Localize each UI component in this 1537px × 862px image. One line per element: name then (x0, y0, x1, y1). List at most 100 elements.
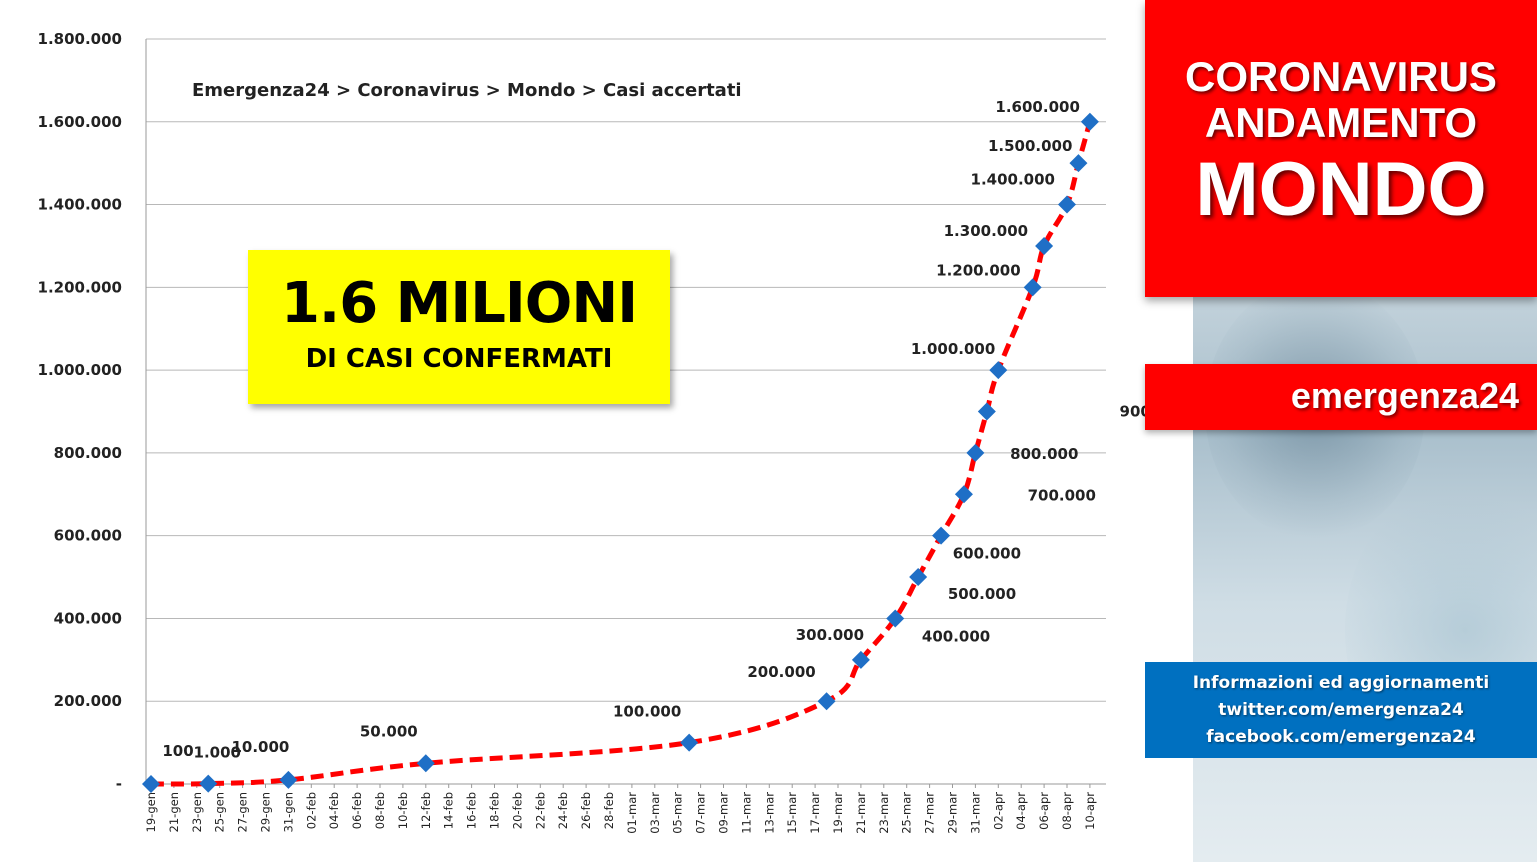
x-tick-label: 11-mar (739, 792, 753, 834)
y-tick-label: 800.000 (54, 444, 122, 462)
total-cases-callout: 1.6 MILIONI DI CASI CONFERMATI (248, 250, 670, 404)
series-markers (142, 112, 1099, 793)
y-tick-label: 1.000.000 (38, 361, 122, 379)
chart-area: - 200.000 400.000 600.000 800.000 1.000.000 1.… (37, 30, 1145, 834)
data-point-marker (199, 774, 218, 793)
grid (145, 38, 1106, 788)
x-tick-label: 17-mar (808, 792, 822, 834)
callout-headline: 1.6 MILIONI (280, 271, 638, 336)
data-label: 600.000 (953, 545, 1021, 563)
x-tick-label: 28-feb (602, 792, 616, 829)
data-label: 1.300.000 (944, 222, 1028, 240)
x-tick-label: 31-gen (281, 792, 295, 832)
data-point-marker (680, 733, 699, 752)
x-tick-label: 25-gen (213, 792, 227, 832)
x-tick-label: 05-mar (671, 792, 685, 834)
data-label: 100 (162, 742, 193, 760)
header-line-coronavirus: CORONAVIRUS (1185, 53, 1497, 100)
data-point-marker (1058, 195, 1076, 214)
y-tick-label: 1.400.000 (38, 196, 122, 214)
y-tick-label: - (116, 775, 122, 793)
info-text: Informazioni ed aggiornamenti (1192, 673, 1490, 693)
data-point-marker (279, 770, 298, 789)
y-tick-label: 200.000 (54, 692, 122, 710)
data-point-marker (817, 692, 836, 711)
data-label: 700.000 (1028, 486, 1096, 504)
data-label: 1.500.000 (988, 137, 1072, 155)
x-tick-label: 06-apr (1037, 792, 1051, 830)
data-point-marker (932, 526, 951, 545)
y-axis-ticks: - 200.000 400.000 600.000 800.000 1.000.000 1.… (38, 30, 122, 793)
data-point-marker (1035, 236, 1054, 255)
data-label: 400.000 (922, 627, 990, 645)
facebook-link[interactable]: facebook.com/emergenza24 (1206, 727, 1476, 747)
x-tick-label: 02-apr (991, 792, 1005, 830)
x-tick-label: 10-feb (396, 792, 410, 829)
data-point-marker (954, 485, 973, 504)
header-line-andamento: ANDAMENTO (1204, 99, 1478, 146)
x-tick-label: 25-mar (900, 792, 914, 834)
header-line-mondo: MONDO (1195, 147, 1487, 232)
x-tick-label: 29-mar (946, 792, 960, 834)
x-axis-ticks: 19-gen 21-gen 23-gen 25-gen 27-gen 29-gen 31-g… (144, 792, 1097, 834)
x-tick-label: 07-mar (694, 792, 708, 834)
x-tick-label: 26-feb (579, 792, 593, 829)
x-tick-label: 01-mar (625, 792, 639, 834)
data-label: 1.600.000 (995, 98, 1079, 116)
x-tick-label: 04-feb (327, 792, 341, 829)
x-tick-label: 29-gen (259, 792, 273, 832)
data-point-marker (977, 402, 996, 421)
callout-subline: DI CASI CONFERMATI (305, 344, 613, 374)
data-point-marker (1023, 278, 1042, 297)
brand-banner: emergenza24 (1145, 364, 1537, 430)
data-point-marker (966, 443, 985, 462)
x-tick-label: 27-mar (923, 792, 937, 834)
data-point-marker (416, 754, 435, 773)
chart-title: Emergenza24 > Coronavirus > Mondo > Casi… (192, 80, 742, 101)
data-label: 50.000 (360, 722, 418, 740)
x-tick-label: 09-mar (717, 792, 731, 834)
data-point-marker (886, 609, 905, 628)
data-label: 300.000 (796, 626, 864, 644)
x-tick-label: 15-mar (785, 792, 799, 834)
data-point-marker (142, 774, 160, 793)
y-tick-label: 600.000 (54, 527, 122, 545)
x-tick-label: 08-feb (373, 792, 387, 829)
data-label: 800.000 (1010, 445, 1078, 463)
data-label: 10.000 (231, 738, 289, 756)
data-point-marker (1080, 112, 1099, 131)
y-tick-label: 1.600.000 (38, 113, 122, 131)
data-label: 100.000 (613, 703, 681, 721)
x-tick-label: 20-feb (510, 792, 524, 829)
x-tick-label: 06-feb (350, 792, 364, 829)
data-label: 1.000 (194, 744, 241, 762)
twitter-link[interactable]: twitter.com/emergenza24 (1218, 700, 1464, 720)
x-tick-label: 18-feb (488, 792, 502, 829)
x-tick-label: 13-mar (762, 792, 776, 834)
x-tick-label: 04-apr (1014, 792, 1028, 830)
x-tick-label: 16-feb (465, 792, 479, 829)
x-tick-label: 22-feb (533, 792, 547, 829)
x-tick-label: 08-apr (1060, 792, 1074, 830)
data-label: 1.200.000 (936, 261, 1020, 279)
line-chart: - 200.000 400.000 600.000 800.000 1.000.000 1.… (38, 30, 1145, 834)
info-box: Informazioni ed aggiornamenti twitter.co… (1145, 662, 1537, 758)
x-tick-label: 14-feb (442, 792, 456, 829)
x-tick-label: 27-gen (236, 792, 250, 832)
data-point-marker (851, 650, 870, 669)
x-tick-label: 19-gen (144, 792, 158, 832)
data-label: 1.400.000 (971, 171, 1055, 189)
x-tick-label: 23-mar (877, 792, 891, 834)
x-tick-label: 10-apr (1083, 792, 1097, 830)
header-title-box: CORONAVIRUS ANDAMENTO MONDO (1145, 0, 1537, 297)
x-tick-label: 12-feb (419, 792, 433, 829)
x-tick-label: 02-feb (304, 792, 318, 829)
y-tick-label: 1.800.000 (38, 30, 122, 48)
brand-name: emergenza24 (1290, 375, 1519, 416)
data-label: 900.000 (1120, 403, 1145, 421)
x-tick-label: 21-gen (167, 792, 181, 832)
x-tick-label: 23-gen (190, 792, 204, 832)
data-point-marker (989, 361, 1008, 380)
y-tick-label: 400.000 (54, 609, 122, 627)
